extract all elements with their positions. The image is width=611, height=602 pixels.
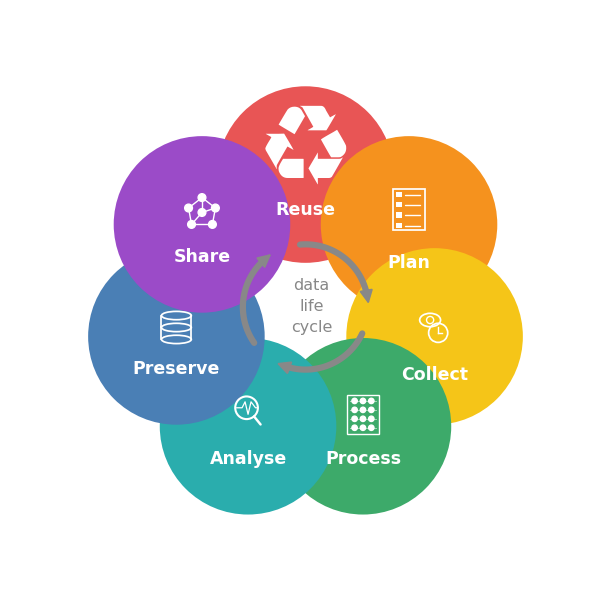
Circle shape [198, 194, 206, 202]
Circle shape [368, 399, 374, 403]
Text: ♻: ♻ [255, 100, 356, 207]
Text: Process: Process [325, 450, 401, 468]
Circle shape [208, 220, 216, 228]
Circle shape [321, 136, 497, 312]
Bar [397, 191, 403, 197]
Text: Share: Share [174, 248, 230, 266]
Circle shape [88, 248, 265, 424]
Circle shape [188, 220, 196, 228]
Bar [397, 223, 403, 228]
Circle shape [360, 425, 365, 430]
Circle shape [352, 416, 357, 421]
Circle shape [211, 204, 219, 212]
Bar [397, 202, 403, 208]
Text: Plan: Plan [387, 254, 431, 272]
Circle shape [352, 425, 357, 430]
Text: data
life
cycle: data life cycle [291, 279, 332, 335]
Text: Analyse: Analyse [210, 450, 287, 468]
Circle shape [352, 399, 357, 403]
Text: Preserve: Preserve [133, 360, 220, 378]
Circle shape [360, 399, 365, 403]
Circle shape [368, 407, 374, 412]
Circle shape [198, 209, 206, 216]
Bar [393, 188, 425, 231]
Circle shape [360, 407, 365, 412]
Circle shape [352, 407, 357, 412]
Circle shape [275, 338, 452, 515]
Circle shape [159, 338, 336, 515]
Circle shape [185, 204, 192, 212]
Circle shape [360, 416, 365, 421]
Circle shape [346, 248, 523, 424]
Circle shape [368, 425, 374, 430]
Circle shape [114, 136, 290, 312]
Bar [397, 213, 403, 218]
Text: Collect: Collect [401, 366, 468, 384]
Bar [346, 395, 379, 433]
Circle shape [368, 416, 374, 421]
Circle shape [218, 86, 393, 263]
Text: Reuse: Reuse [276, 201, 335, 219]
